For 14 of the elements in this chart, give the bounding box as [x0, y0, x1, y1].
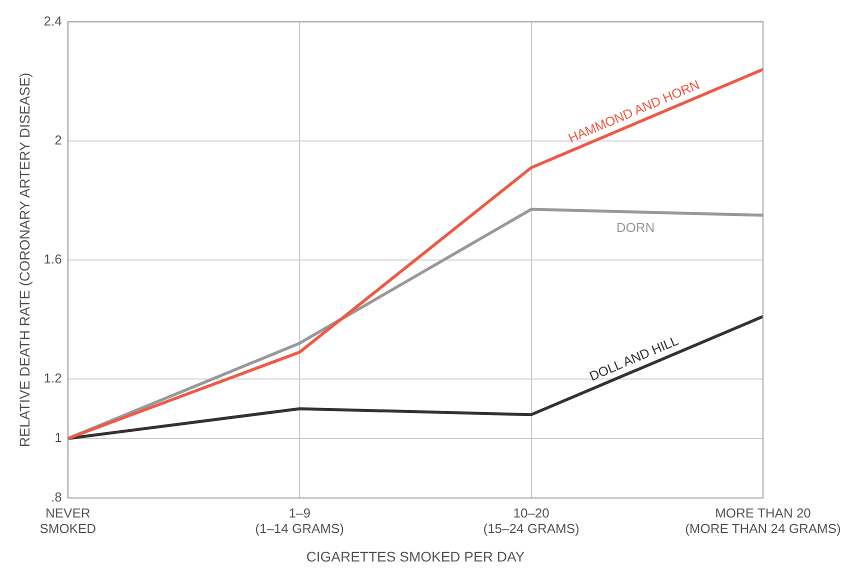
y-tick-label: 1.2	[44, 370, 62, 386]
y-tick-label: 1.6	[44, 251, 62, 266]
y-tick-label: 1	[54, 430, 62, 446]
y-tick-label: .8	[51, 490, 62, 505]
y-axis-title: RELATIVE DEATH RATE (CORONARY ARTERY DISEASE)	[16, 72, 32, 448]
text: DOLL AND HILL	[587, 332, 680, 384]
x-tick-label: NEVER SMOKED	[40, 505, 96, 536]
x-tick-label: 1–9 (1–14 GRAMS)	[255, 505, 344, 536]
series-label: DORN	[616, 220, 655, 235]
x-axis-title: CIGARETTES SMOKED PER DAY	[306, 548, 526, 564]
x-tick-label: MORE THAN 20 (MORE THAN 24 GRAMS)	[685, 505, 841, 536]
y-tick-label: 2	[54, 132, 62, 148]
y-tick-label: 2.4	[44, 13, 62, 28]
x-tick-label: 10–20 (15–24 GRAMS)	[483, 505, 580, 536]
